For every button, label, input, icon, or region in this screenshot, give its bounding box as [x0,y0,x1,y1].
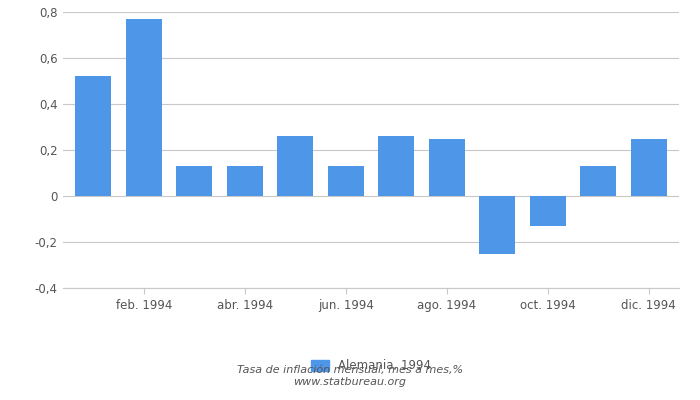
Bar [125,19,162,196]
Bar [227,166,263,196]
Bar [328,166,364,196]
Text: Tasa de inflación mensual, mes a mes,%: Tasa de inflación mensual, mes a mes,% [237,365,463,375]
Legend: Alemania, 1994: Alemania, 1994 [306,355,436,377]
Bar [378,136,414,196]
Bar [529,196,566,226]
Bar [479,196,515,254]
Bar [631,138,667,196]
Bar [75,76,111,196]
Text: www.statbureau.org: www.statbureau.org [293,377,407,387]
Bar [277,136,314,196]
Bar [176,166,213,196]
Bar [428,138,465,196]
Bar [580,166,617,196]
